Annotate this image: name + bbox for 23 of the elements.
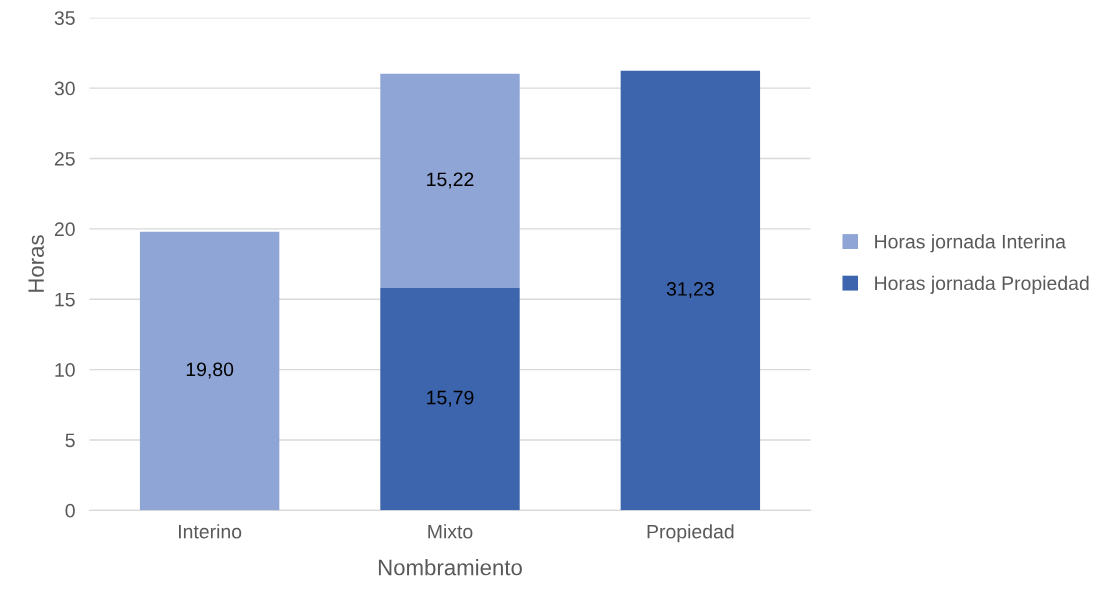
bar <box>380 288 520 511</box>
y-tick-label: 15 <box>55 292 75 307</box>
x-axis-title: Nombramiento <box>378 559 522 576</box>
y-tick-label: 0 <box>65 503 75 518</box>
legend-label: Horas jornada Propiedad <box>875 275 1089 294</box>
y-tick-label: 10 <box>55 363 75 377</box>
bar <box>139 231 280 511</box>
data-label: 19,80 <box>186 362 234 379</box>
x-tick-label: Interino <box>179 524 242 539</box>
y-tick-label: 25 <box>54 151 75 166</box>
x-tick-label: Mixto <box>428 524 473 539</box>
x-tick-label: Propiedad <box>647 524 734 543</box>
data-label: 15,79 <box>427 390 474 407</box>
bar <box>380 73 520 289</box>
y-tick-label: 30 <box>54 81 75 96</box>
y-tick-label: 5 <box>65 433 75 448</box>
bar <box>620 70 761 511</box>
data-label: 31,23 <box>666 282 714 299</box>
data-label: 15,22 <box>427 172 474 189</box>
y-tick-label: 20 <box>54 222 75 237</box>
y-tick-label: 35 <box>54 11 75 25</box>
legend-label: Horas jornada Interina <box>875 234 1066 253</box>
y-axis-title: Horas <box>28 235 44 292</box>
